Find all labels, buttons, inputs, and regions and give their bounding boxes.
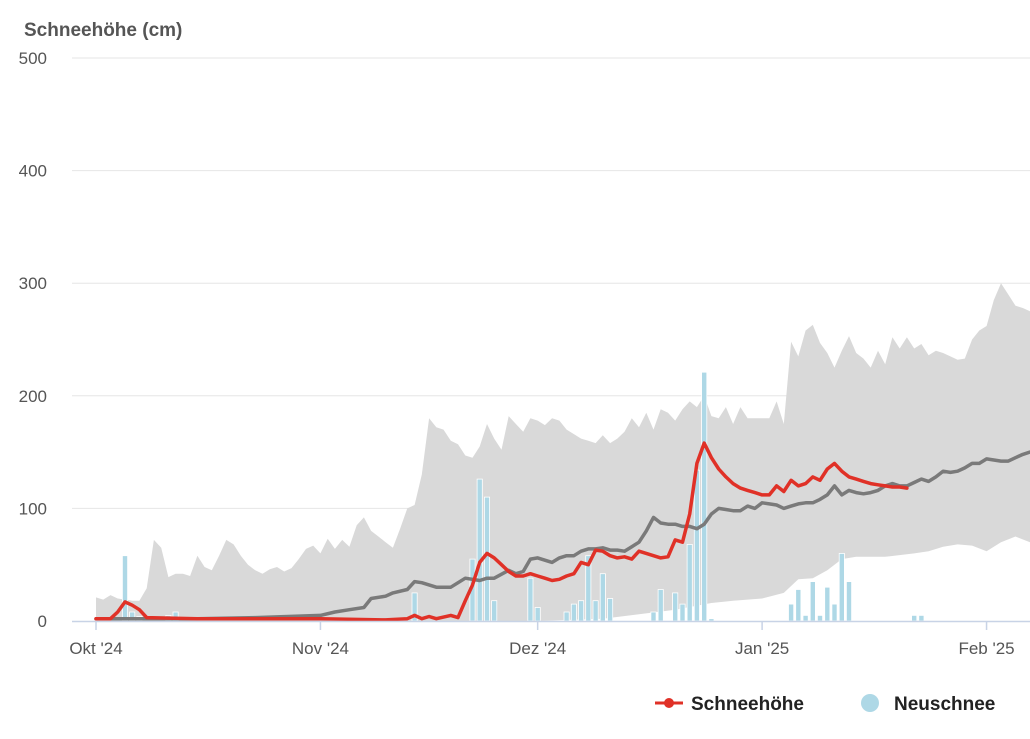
new-snow-bar <box>599 573 606 622</box>
line-series-layer <box>94 441 1030 622</box>
x-tick-label-2: Dez '24 <box>509 639 566 658</box>
legend-item-new-snow[interactable]: Neuschnee <box>861 694 995 715</box>
new-snow-bar <box>824 586 831 622</box>
new-snow-bar <box>578 600 585 622</box>
chart-title: Schneehöhe (cm) <box>24 20 182 41</box>
new-snow-bar <box>911 615 918 622</box>
x-tick-label-1: Nov '24 <box>292 639 349 658</box>
new-snow-bar <box>679 603 686 622</box>
y-axis-labels: 0 100 200 300 400 500 <box>19 49 47 631</box>
x-tick-label-3: Jan '25 <box>735 639 789 658</box>
new-snow-bar <box>846 581 853 622</box>
new-snow-bar <box>650 611 657 622</box>
new-snow-bar <box>657 589 664 622</box>
legend: Schneehöhe Neuschnee <box>655 694 995 715</box>
new-snow-bar <box>686 544 693 622</box>
legend-label-snow-depth: Schneehöhe <box>691 694 804 715</box>
y-tick-label-0: 0 <box>38 612 47 631</box>
new-snow-bar <box>809 581 816 622</box>
legend-marker-new-snow <box>861 694 879 712</box>
legend-item-snow-depth[interactable]: Schneehöhe <box>655 694 804 715</box>
new-snow-bar <box>570 603 577 622</box>
snow-depth-line <box>94 441 909 622</box>
new-snow-bar <box>788 603 795 622</box>
new-snow-bar <box>918 615 925 622</box>
new-snow-bar <box>534 607 541 622</box>
new-snow-bar <box>491 600 498 622</box>
y-tick-label-400: 400 <box>19 162 47 181</box>
range-band <box>96 283 1030 621</box>
legend-label-new-snow: Neuschnee <box>894 694 995 715</box>
y-tick-label-300: 300 <box>19 274 47 293</box>
x-tick-label-4: Feb '25 <box>958 639 1014 658</box>
x-tick-label-0: Okt '24 <box>69 639 122 658</box>
new-snow-bar <box>831 603 838 622</box>
y-tick-label-100: 100 <box>19 499 47 518</box>
new-snow-bar <box>693 469 700 622</box>
new-snow-bar <box>592 600 599 622</box>
new-snow-bars <box>122 371 925 622</box>
range-band-layer <box>96 283 1030 621</box>
new-snow-bar <box>122 555 129 622</box>
new-snow-bar <box>672 592 679 622</box>
new-snow-bar <box>795 589 802 622</box>
average-snow-depth-line <box>94 450 1030 621</box>
new-snow-bar <box>607 598 614 622</box>
new-snow-bar <box>817 615 824 622</box>
new-snow-bar <box>563 611 570 622</box>
legend-marker-snow-depth <box>664 698 674 708</box>
y-tick-label-200: 200 <box>19 387 47 406</box>
y-tick-label-500: 500 <box>19 49 47 68</box>
new-snow-bar <box>701 371 708 622</box>
new-snow-bar <box>527 577 534 622</box>
new-snow-bar <box>802 615 809 622</box>
x-axis: Okt '24 Nov '24 Dez '24 Jan '25 Feb '25 <box>69 620 1030 658</box>
new-snow-bar <box>476 478 483 622</box>
new-snow-bar <box>483 496 490 622</box>
new-snow-bar <box>838 553 845 622</box>
new-snow-bar <box>708 618 715 622</box>
